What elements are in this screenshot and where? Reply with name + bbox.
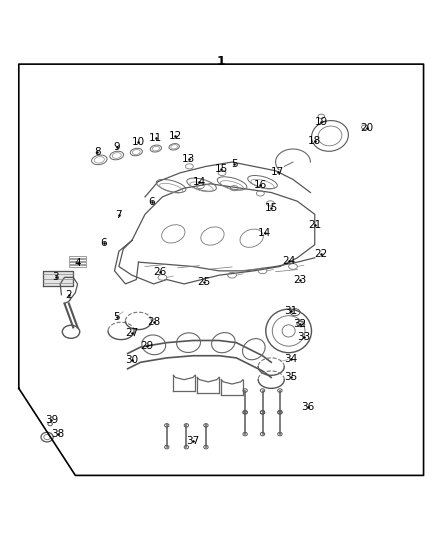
Text: 32: 32 [293, 319, 306, 329]
Text: 15: 15 [265, 203, 278, 213]
Text: 11: 11 [149, 133, 162, 143]
Text: 14: 14 [258, 228, 271, 238]
Text: 37: 37 [186, 437, 200, 447]
Text: 23: 23 [293, 276, 306, 286]
Text: 8: 8 [94, 148, 100, 157]
Bar [69, 265, 86, 268]
Text: 6: 6 [148, 197, 155, 207]
Text: 1: 1 [217, 55, 226, 68]
Text: 34: 34 [284, 354, 297, 364]
Polygon shape [43, 271, 73, 286]
Text: 19: 19 [314, 117, 328, 127]
Text: 38: 38 [51, 429, 64, 439]
Text: 29: 29 [141, 341, 154, 351]
Text: 22: 22 [314, 249, 328, 260]
Text: 3: 3 [53, 272, 59, 282]
Text: 9: 9 [113, 142, 120, 152]
Text: 15: 15 [215, 164, 228, 174]
Text: 5: 5 [231, 159, 237, 169]
Text: 35: 35 [284, 373, 297, 383]
Text: 31: 31 [284, 306, 297, 316]
Text: 16: 16 [254, 180, 267, 190]
Text: 36: 36 [302, 402, 315, 411]
Text: 17: 17 [271, 167, 284, 176]
Text: 14: 14 [193, 176, 206, 187]
Text: 12: 12 [169, 131, 182, 141]
Text: 5: 5 [113, 312, 120, 321]
Text: 7: 7 [116, 210, 122, 220]
Text: 33: 33 [297, 332, 311, 342]
Text: 20: 20 [360, 123, 374, 133]
Text: 30: 30 [125, 355, 138, 365]
Text: 25: 25 [197, 277, 210, 287]
Text: 13: 13 [182, 154, 195, 164]
Text: 18: 18 [308, 136, 321, 146]
Text: 28: 28 [147, 317, 160, 327]
Bar [69, 262, 86, 264]
Text: 2: 2 [66, 290, 72, 300]
Text: 21: 21 [308, 220, 321, 230]
Text: 24: 24 [282, 256, 295, 266]
Text: 6: 6 [100, 238, 107, 247]
Text: 10: 10 [132, 138, 145, 148]
Text: 26: 26 [154, 266, 167, 277]
Text: 4: 4 [74, 258, 81, 268]
Bar [69, 259, 86, 261]
Bar [69, 256, 86, 258]
Text: 27: 27 [125, 328, 138, 337]
Text: 39: 39 [45, 415, 58, 425]
